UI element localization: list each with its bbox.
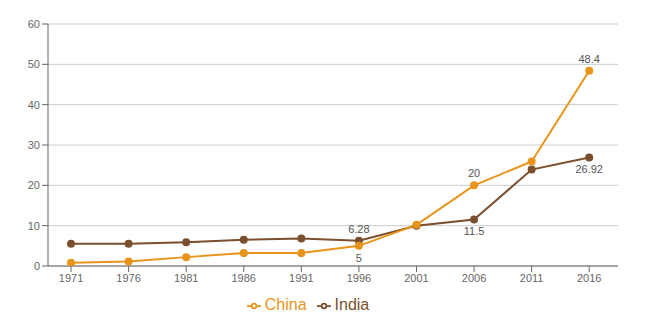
svg-text:60: 60 — [28, 18, 40, 30]
svg-text:5: 5 — [356, 252, 362, 264]
svg-text:11.5: 11.5 — [464, 225, 485, 237]
html-text:China: China — [264, 296, 307, 313]
svg-text:2006: 2006 — [462, 272, 486, 284]
svg-text:1971: 1971 — [59, 272, 83, 284]
svg-text:1976: 1976 — [116, 272, 140, 284]
svg-text:20: 20 — [468, 167, 480, 179]
html-text:India: India — [334, 296, 370, 313]
svg-text:30: 30 — [28, 139, 40, 151]
svg-text:1996: 1996 — [347, 272, 371, 284]
svg-text:0: 0 — [34, 260, 40, 272]
svg-text:1981: 1981 — [174, 272, 198, 284]
svg-text:2001: 2001 — [404, 272, 428, 284]
svg-text:20: 20 — [28, 179, 40, 191]
svg-text:2011: 2011 — [520, 272, 544, 284]
svg-text:48.4: 48.4 — [579, 53, 600, 65]
svg-text:1991: 1991 — [289, 272, 313, 284]
svg-text:1986: 1986 — [232, 272, 256, 284]
svg-text:2016: 2016 — [577, 272, 601, 284]
svg-text:26.92: 26.92 — [575, 163, 603, 175]
svg-text:10: 10 — [28, 220, 40, 232]
svg-text:6.28: 6.28 — [348, 223, 369, 235]
svg-text:50: 50 — [28, 58, 40, 70]
svg-text:40: 40 — [28, 99, 40, 111]
